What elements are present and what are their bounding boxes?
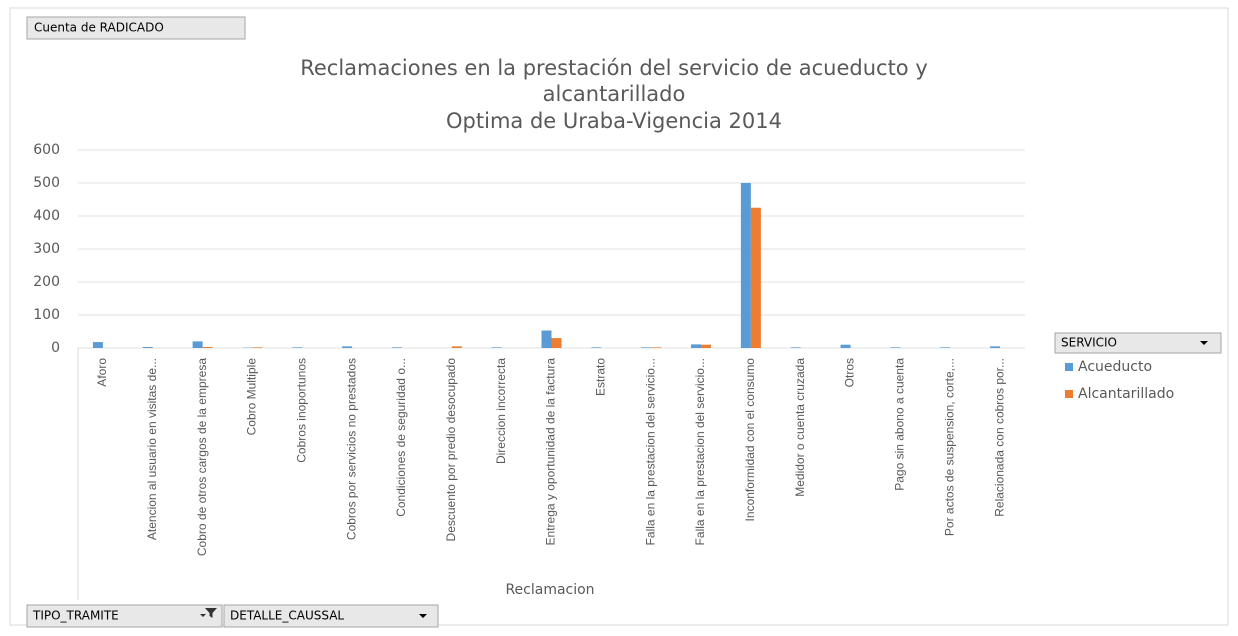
bar: [492, 347, 502, 348]
filter-label: TIPO_TRAMITE: [32, 609, 119, 623]
y-tick-label: 500: [33, 175, 60, 191]
x-tick-label: Pago sin abono a cuenta: [893, 358, 907, 491]
bar: [591, 347, 601, 348]
bar: [691, 344, 701, 348]
x-tick-label: Cobros por servicios no prestados: [344, 358, 358, 540]
x-tick-label: Por actos de suspension, corte,...: [942, 358, 956, 536]
x-tick-label: Cobro de otros cargos de la empresa: [195, 358, 209, 556]
x-tick-label: Otros: [843, 358, 857, 387]
x-tick-label: Falla en la prestacion del servicio...: [643, 358, 657, 545]
bar: [751, 208, 761, 348]
bar: [841, 345, 851, 348]
y-tick-label: 200: [33, 274, 60, 290]
bar: [193, 341, 203, 348]
bar: [252, 347, 262, 348]
bar: [143, 347, 153, 348]
filter-label: DETALLE_CAUSSAL: [230, 609, 344, 623]
bar: [392, 347, 402, 348]
x-tick-label: Cobros inoportunos: [294, 358, 308, 463]
chart-title: Optima de Uraba-Vigencia 2014: [446, 109, 782, 133]
y-tick-label: 600: [33, 142, 60, 158]
bar: [342, 346, 352, 348]
x-tick-label: Descuento por predio desocupado: [444, 358, 458, 542]
bar: [791, 347, 801, 348]
legend-swatch: [1065, 390, 1073, 398]
bar: [940, 347, 950, 348]
x-tick-label: Entrega y oportunidad de la factura: [544, 358, 558, 546]
x-tick-label: Estrato: [594, 358, 608, 396]
x-tick-label: Aforo: [95, 358, 109, 387]
bar: [203, 347, 213, 348]
bar: [701, 345, 711, 348]
x-tick-label: Relacionada con cobros por...: [992, 358, 1006, 517]
x-tick-label: Medidor o cuenta cruzada: [793, 358, 807, 497]
y-tick-label: 0: [51, 340, 60, 356]
bar: [93, 342, 103, 348]
bar: [552, 338, 562, 348]
legend-swatch: [1065, 363, 1073, 371]
bar: [651, 347, 661, 348]
value-field-label: Cuenta de RADICADO: [34, 21, 164, 35]
x-tick-label: Direccion incorrecta: [494, 358, 508, 464]
bar: [292, 347, 302, 348]
bar: [990, 346, 1000, 348]
y-tick-label: 300: [33, 241, 60, 257]
x-tick-label: Inconformidad con el consumo: [743, 358, 757, 522]
bar: [890, 347, 900, 348]
x-tick-label: Condiciones de seguridad o...: [394, 358, 408, 517]
x-tick-label: Falla en la prestacion del servicio...: [693, 358, 707, 545]
x-axis-title: Reclamacion: [505, 582, 594, 598]
bar: [641, 347, 651, 348]
legend-label: Alcantarillado: [1078, 386, 1174, 402]
x-tick-label: Cobro Multiple: [245, 358, 259, 436]
y-tick-label: 400: [33, 208, 60, 224]
bar: [741, 183, 751, 348]
bar: [452, 346, 462, 348]
x-tick-label: Atencion al usuario en visitas de...: [145, 358, 159, 540]
chart-title: alcantarillado: [543, 82, 686, 106]
legend-field-label: SERVICIO: [1061, 336, 1117, 350]
y-tick-label: 100: [33, 307, 60, 323]
legend-label: Acueducto: [1078, 359, 1152, 375]
bar: [542, 331, 552, 348]
chart-title: Reclamaciones en la prestación del servi…: [300, 56, 928, 80]
